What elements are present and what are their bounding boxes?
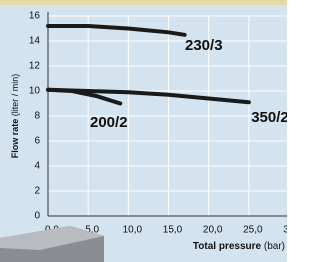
- x-axis-label: Total pressure (bar): [193, 241, 285, 252]
- x-tick-label: 30,0: [283, 225, 287, 236]
- y-axis-label: Flow rate (liter / min): [10, 74, 20, 159]
- y-tick-label: 12: [29, 61, 41, 72]
- series-label: 350/2: [251, 109, 287, 126]
- y-tick-label: 0: [34, 211, 40, 222]
- x-tick-label: 25,0: [243, 225, 263, 236]
- x-tick-label: 20,0: [203, 225, 223, 236]
- y-tick-label: 6: [34, 136, 40, 147]
- y-tick-label: 10: [29, 86, 41, 97]
- x-axis-label-unit: (bar): [264, 241, 285, 252]
- y-tick-label: 14: [29, 36, 41, 47]
- y-tick-label: 2: [34, 186, 40, 197]
- x-tick-label: 15,0: [163, 225, 183, 236]
- x-tick-label: 10,0: [123, 225, 143, 236]
- y-tick-label: 8: [34, 111, 40, 122]
- series-label: 230/3: [185, 37, 223, 54]
- y-axis-label-unit: (liter / min): [10, 74, 20, 117]
- chart: 02468101214160,05,010,015,020,025,030,02…: [0, 0, 287, 262]
- y-axis-label-main: Flow rate: [10, 119, 20, 159]
- background: [0, 0, 287, 262]
- y-tick-label: 4: [34, 161, 40, 172]
- y-tick-label: 16: [29, 11, 41, 22]
- x-axis-label-main: Total pressure: [193, 241, 262, 252]
- top-strip: [0, 0, 287, 5]
- series-label: 200/2: [90, 114, 128, 131]
